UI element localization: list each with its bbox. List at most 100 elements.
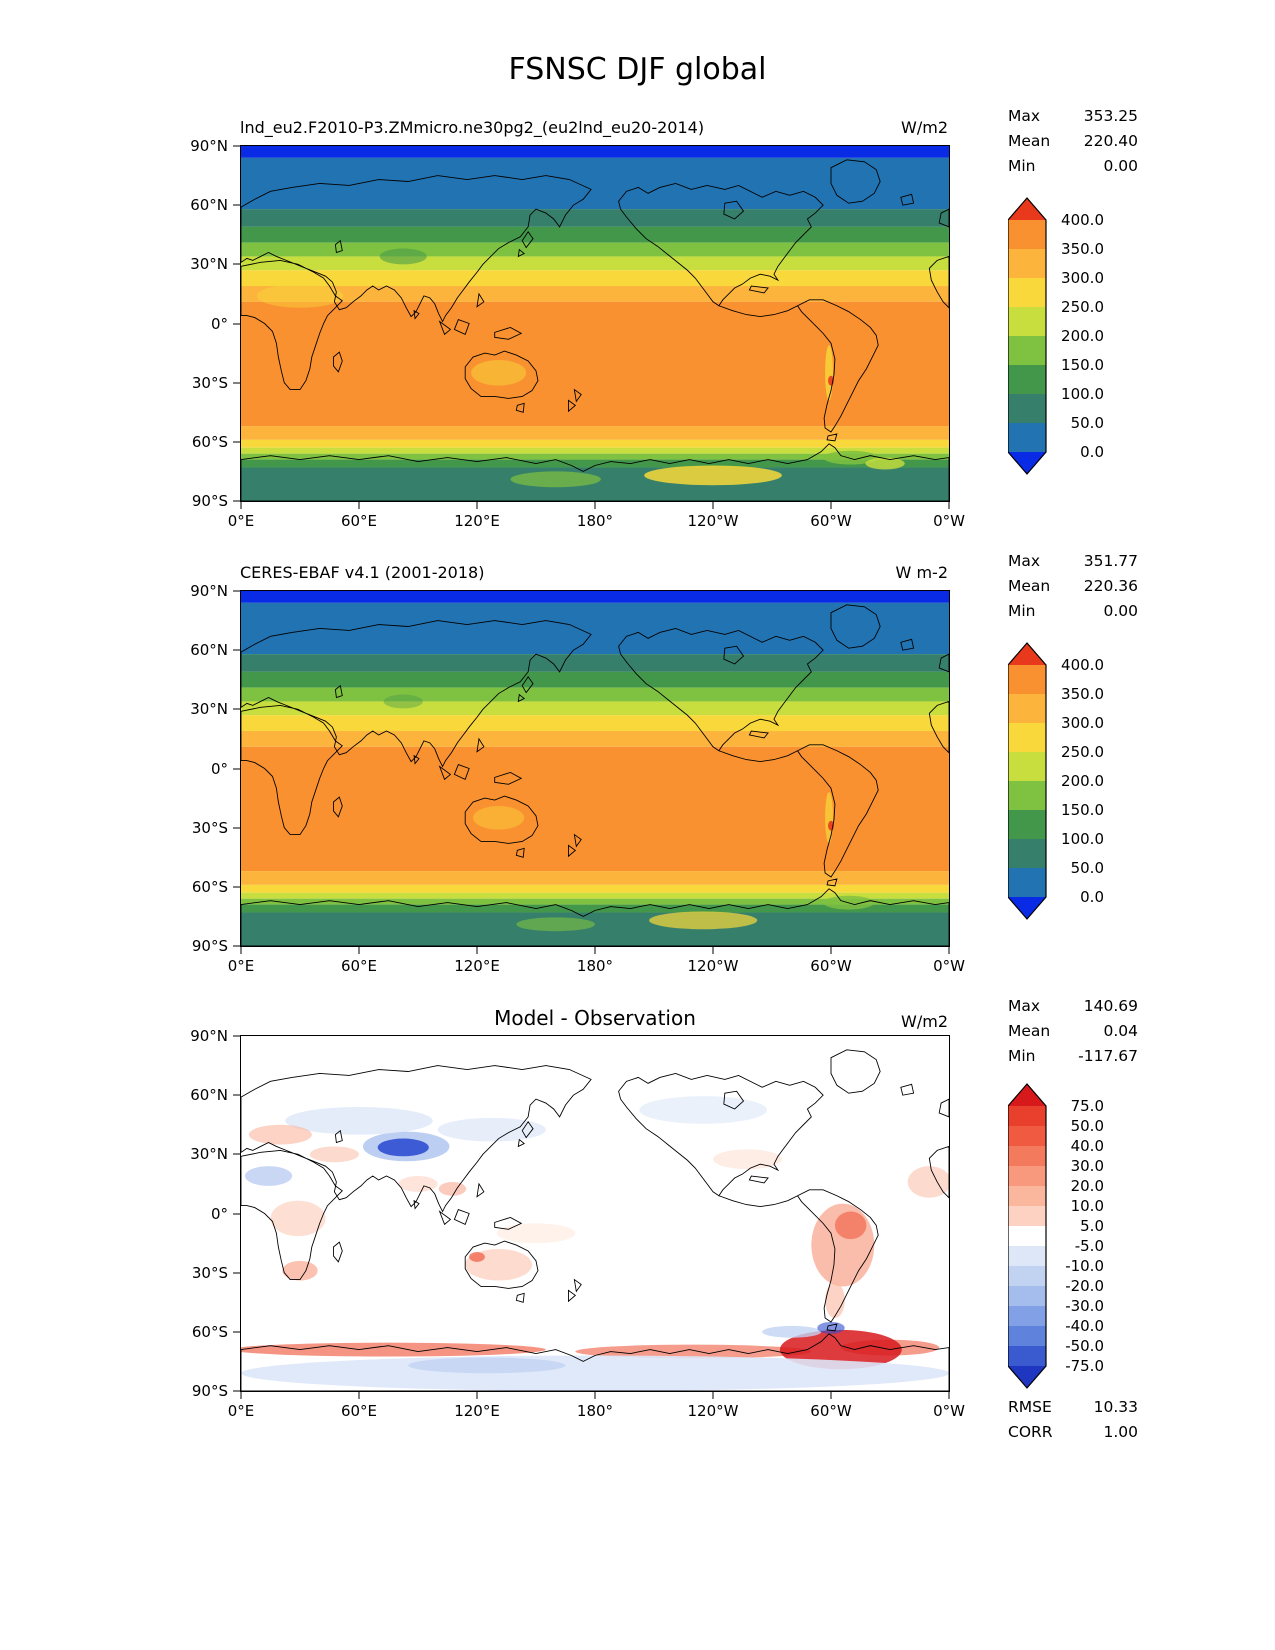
y-tick-mark <box>233 945 240 947</box>
stat-min-label: Min <box>1008 602 1036 620</box>
stat-mean-value: 220.36 <box>1083 577 1138 595</box>
x-tick-mark <box>948 947 950 954</box>
stat-max-label: Max <box>1008 107 1041 125</box>
x-tick-mark <box>358 1392 360 1399</box>
x-tick-label: 60°W <box>810 957 852 975</box>
colorbar-label: 100.0 <box>1061 385 1104 403</box>
colorbar-label: 400.0 <box>1061 211 1104 229</box>
stat-max-value: 353.25 <box>1083 107 1138 125</box>
colorbar-label: 200.0 <box>1061 772 1104 790</box>
y-tick-mark <box>233 1390 240 1392</box>
y-tick-label: 90°S <box>191 937 228 955</box>
stat-mean-label: Mean <box>1008 1022 1051 1040</box>
y-tick-mark <box>233 204 240 206</box>
x-tick-label: 60°E <box>340 512 378 530</box>
y-tick-label: 30°N <box>190 255 228 274</box>
stat-min-value: -117.67 <box>1078 1047 1138 1065</box>
y-tick-mark <box>233 1094 240 1096</box>
metric-rmse: RMSE 10.33 <box>1008 1395 1138 1420</box>
stat-max: Max 140.69 <box>1008 994 1138 1019</box>
colorbar-observation: 400.0 350.0 300.0 250.0 200.0 150.0 100.0 50.0 0… <box>1008 642 1140 920</box>
figure-title: FSNSC DJF global <box>508 52 767 87</box>
colorbar-model: 400.0 350.0 300.0 250.0 200.0 150.0 100.0 50.0 0… <box>1008 197 1140 475</box>
y-tick-label: 30°S <box>191 373 228 392</box>
y-tick-label: 0° <box>210 314 228 333</box>
colorbar-label: 75.0 <box>1070 1097 1104 1115</box>
colorbar-label: -10.0 <box>1065 1257 1104 1275</box>
colorbar-label: -30.0 <box>1065 1297 1104 1315</box>
x-tick-label: 120°W <box>687 957 739 975</box>
stat-max-label: Max <box>1008 997 1041 1015</box>
panel-model-title: lnd_eu2.F2010-P3.ZMmicro.ne30pg2_(eu2 <box>240 118 579 137</box>
y-tick-label: 0° <box>210 1204 228 1223</box>
colorbar-label: 400.0 <box>1061 656 1104 674</box>
panel-obs-units: W m-2 <box>895 563 948 582</box>
map-difference: 90°N 60°N 30°N 0° 30°S 60°S 90°S 0°E 60°E 120°E 18… <box>190 1027 965 1420</box>
metric-corr-value: 1.00 <box>1103 1423 1138 1441</box>
colorbar-label: -75.0 <box>1065 1357 1104 1375</box>
colorbar-label: -40.0 <box>1065 1317 1104 1335</box>
y-tick-mark <box>233 708 240 710</box>
stat-mean-value: 0.04 <box>1103 1022 1138 1040</box>
x-tick-mark <box>948 502 950 509</box>
stat-mean-value: 220.40 <box>1083 132 1138 150</box>
x-tick-mark <box>594 1392 596 1399</box>
stat-max: Max 353.25 <box>1008 104 1138 129</box>
colorbar-label: 50.0 <box>1070 414 1104 432</box>
colorbar-label: 10.0 <box>1070 1197 1104 1215</box>
x-tick-label: 120°W <box>687 1402 739 1420</box>
panel-model-header: lnd_eu2.F2010-P3.ZMmicro.ne30pg2_(eu2lnd… <box>240 118 950 142</box>
x-tick-label: 60°W <box>810 512 852 530</box>
stats-model: Max 353.25 Mean 220.40 Min 0.00 <box>1008 104 1138 179</box>
x-tick-label: 0°E <box>227 1402 255 1420</box>
colorbar-label: 100.0 <box>1061 830 1104 848</box>
x-tick-mark <box>358 947 360 954</box>
x-tick-label: 120°W <box>687 512 739 530</box>
colorbar-label: -50.0 <box>1065 1337 1104 1355</box>
colorbar-label: 250.0 <box>1061 743 1104 761</box>
y-tick-mark <box>233 263 240 265</box>
x-tick-label: 120°E <box>454 512 500 530</box>
x-tick-mark <box>594 502 596 509</box>
y-tick-mark <box>233 382 240 384</box>
y-tick-label: 60°S <box>191 1322 228 1341</box>
x-tick-label: 60°E <box>340 957 378 975</box>
x-tick-mark <box>712 1392 714 1399</box>
y-tick-mark <box>233 500 240 502</box>
x-tick-mark <box>594 947 596 954</box>
y-tick-label: 90°S <box>191 1382 228 1400</box>
panel-model-units: W/m2 <box>901 118 948 137</box>
x-tick-mark <box>830 502 832 509</box>
y-tick-mark <box>233 1213 240 1214</box>
y-tick-mark <box>233 827 240 829</box>
x-tick-label: 0°E <box>227 957 255 975</box>
y-tick-label: 60°N <box>190 1086 228 1105</box>
colorbar-label: 0.0 <box>1080 888 1104 906</box>
x-tick-label: 60°E <box>340 1402 378 1420</box>
x-tick-label: 0°E <box>227 512 255 530</box>
panel-obs-title: CERES-EBAF v4.1 (2001-2018) <box>240 563 485 582</box>
x-tick-mark <box>476 947 478 954</box>
colorbar-svg <box>1008 1083 1047 1389</box>
colorbar-label: 300.0 <box>1061 269 1104 287</box>
colorbar-label: 350.0 <box>1061 240 1104 258</box>
world-map-svg-model <box>241 146 949 501</box>
y-tick-label: 90°S <box>191 492 228 510</box>
stats-observation: Max 351.77 Mean 220.36 Min 0.00 <box>1008 549 1138 624</box>
x-tick-mark <box>830 1392 832 1399</box>
stat-min-value: 0.00 <box>1103 602 1138 620</box>
x-tick-mark <box>830 947 832 954</box>
colorbar-label: 30.0 <box>1070 1157 1104 1175</box>
x-tick-label: 180° <box>576 957 614 975</box>
x-tick-mark <box>358 502 360 509</box>
metric-corr: CORR 1.00 <box>1008 1420 1138 1445</box>
world-map-svg-difference <box>241 1036 949 1391</box>
colorbar-label: 5.0 <box>1080 1217 1104 1235</box>
x-tick-label: 0°W <box>933 1402 965 1420</box>
y-tick-label: 30°N <box>190 700 228 719</box>
stat-mean-label: Mean <box>1008 577 1051 595</box>
colorbar-label: 40.0 <box>1070 1137 1104 1155</box>
colorbar-label: 300.0 <box>1061 714 1104 732</box>
y-tick-label: 90°N <box>190 137 228 155</box>
colorbar-svg <box>1008 197 1047 475</box>
